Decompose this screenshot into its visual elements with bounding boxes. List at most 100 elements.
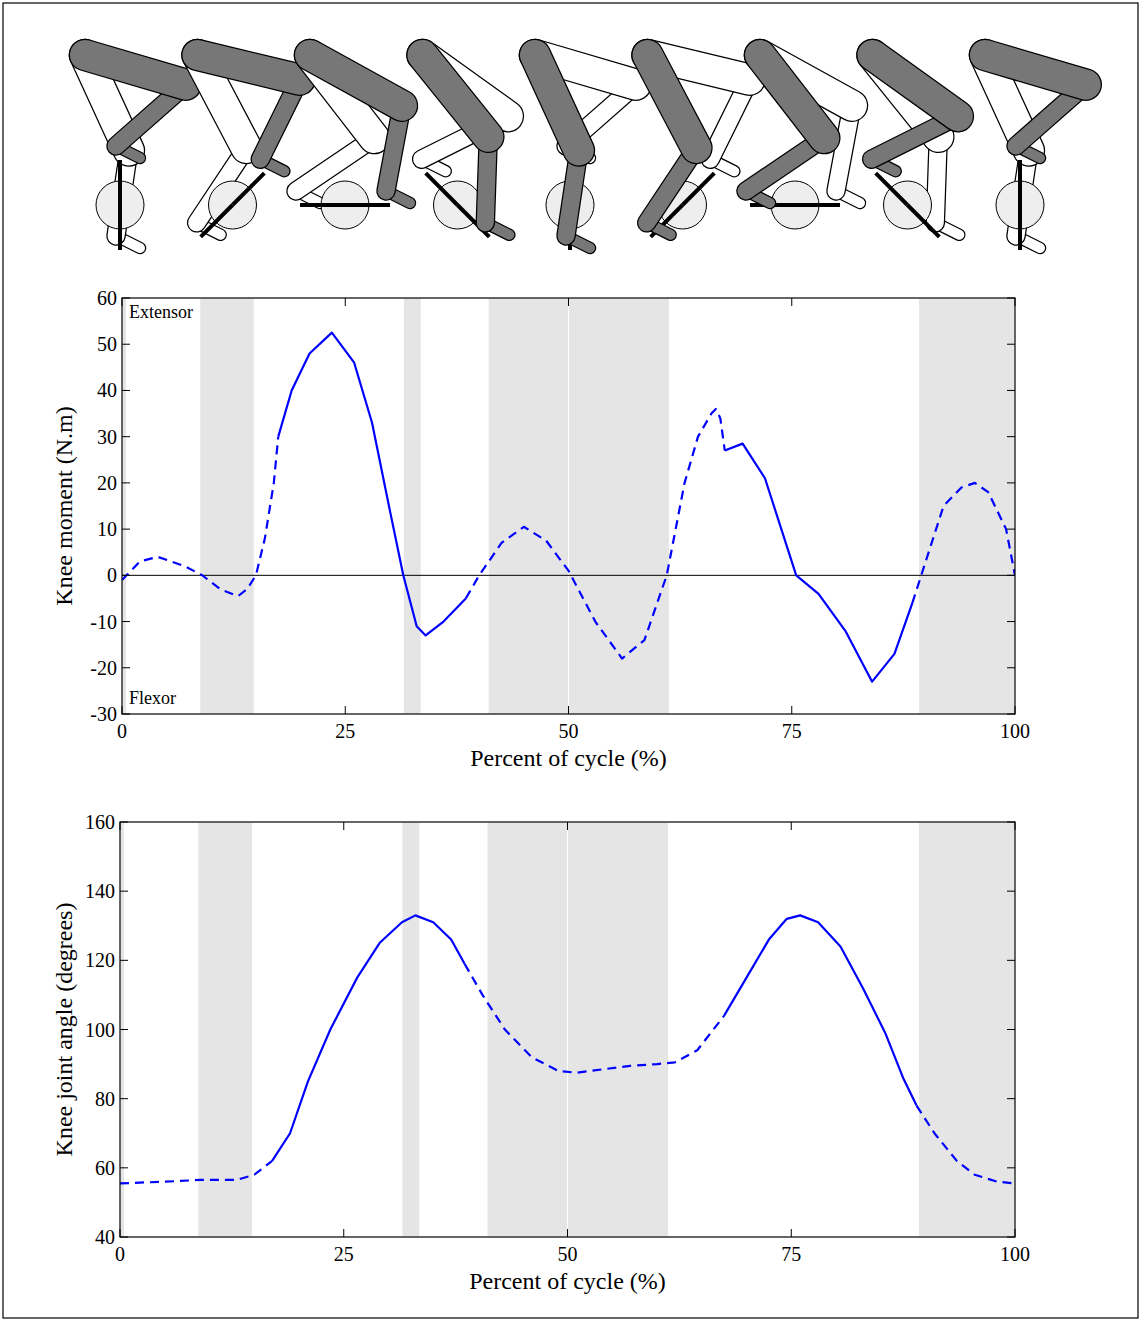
shaded-region (568, 822, 669, 1237)
x-tick (568, 298, 569, 306)
plot-frame (120, 822, 1015, 1237)
y-tick (1007, 891, 1015, 892)
x-tick-label: 75 (782, 720, 802, 742)
x-tick (120, 822, 121, 830)
crank-arm (876, 173, 908, 205)
crank-arm (118, 160, 122, 205)
plot-area (122, 298, 1015, 714)
plot-frame (122, 298, 1015, 714)
y-tick (1007, 667, 1015, 668)
y-tick (122, 344, 130, 345)
limb (535, 55, 579, 150)
leg-illustrations (85, 55, 1086, 250)
crank-arm (118, 205, 122, 250)
x-tick (791, 706, 792, 714)
y-tick (122, 575, 130, 576)
crank-arm (908, 205, 940, 237)
x-tick (122, 298, 123, 306)
y-tick (120, 960, 128, 961)
x-tick-label: 100 (1000, 1243, 1030, 1265)
crank-arm (233, 173, 265, 205)
x-tick (791, 298, 792, 306)
plot-area (120, 822, 1015, 1237)
shaded-region (918, 822, 1015, 1237)
x-tick-label: 0 (117, 720, 127, 742)
x-tick-label: 75 (781, 1243, 801, 1265)
x-tick-label: 50 (559, 720, 579, 742)
x-tick (343, 1229, 344, 1237)
cycling-frame (746, 55, 860, 229)
limb-outline (310, 55, 402, 106)
y-tick-label: 80 (95, 1088, 115, 1110)
figure: 0255075100-30-20-100102030405060Percent … (0, 0, 1141, 1321)
x-tick (345, 706, 346, 714)
x-tick (122, 706, 123, 714)
x-axis-title: Percent of cycle (%) (470, 745, 667, 771)
y-tick-label: 20 (97, 472, 117, 494)
limb (985, 55, 1086, 85)
y-tick-label: -10 (90, 611, 117, 633)
shaded-region (122, 298, 126, 714)
annotation: Extensor (129, 302, 193, 322)
cycling-frame (296, 55, 410, 229)
x-tick (791, 1229, 792, 1237)
y-tick (1007, 575, 1015, 576)
y-tick (1007, 482, 1015, 483)
shaded-region (402, 822, 420, 1237)
y-tick (1007, 714, 1015, 715)
limb (198, 55, 300, 80)
cycling-frame (872, 55, 960, 237)
y-tick (122, 529, 130, 530)
y-tick (1007, 1029, 1015, 1030)
y-tick (1007, 822, 1015, 823)
cycling-frame (535, 55, 636, 250)
data-line (278, 333, 912, 682)
limb (873, 55, 958, 116)
y-tick (122, 298, 130, 299)
y-tick (122, 621, 130, 622)
y-axis-title: Knee joint angle (degrees) (51, 903, 77, 1157)
x-tick (791, 822, 792, 830)
y-tick-label: 160 (85, 811, 115, 833)
x-tick-label: 50 (558, 1243, 578, 1265)
limb-outline (985, 55, 1086, 85)
y-tick (1007, 960, 1015, 961)
data-line (120, 964, 1015, 1184)
y-tick (120, 1029, 128, 1030)
y-tick (120, 1237, 128, 1238)
y-tick (1007, 298, 1015, 299)
data-line (122, 409, 1015, 659)
y-tick (122, 482, 130, 483)
crank-arm (1018, 205, 1022, 250)
limb (310, 55, 402, 106)
shaded-region (487, 822, 568, 1237)
cycling-frame (985, 55, 1086, 250)
shaded-region (919, 298, 1015, 714)
y-tick-label: 60 (97, 287, 117, 309)
crank-arm (201, 205, 233, 237)
y-tick-label: 140 (85, 880, 115, 902)
cycling-frame (422, 55, 510, 237)
shaded-region (403, 298, 421, 714)
chart: 0255075100-30-20-100102030405060Percent … (51, 287, 1030, 771)
y-tick-label: -20 (90, 657, 117, 679)
background (0, 0, 1141, 1321)
cycling-frame (647, 55, 750, 237)
crank-arm (795, 203, 840, 207)
chart: 0255075100406080100120140160Percent of c… (51, 811, 1030, 1294)
y-tick (1007, 344, 1015, 345)
y-tick-label: 10 (97, 518, 117, 540)
y-tick (1007, 1167, 1015, 1168)
y-tick (1007, 390, 1015, 391)
x-tick (567, 822, 568, 830)
y-tick (1007, 1098, 1015, 1099)
limb (423, 55, 489, 137)
x-tick (345, 298, 346, 306)
cycling-frame (85, 55, 186, 250)
shaded-region (488, 298, 568, 714)
y-tick-label: 40 (97, 379, 117, 401)
x-tick-label: 0 (115, 1243, 125, 1265)
annotation: Flexor (129, 688, 176, 708)
y-tick (1007, 621, 1015, 622)
y-tick (122, 390, 130, 391)
